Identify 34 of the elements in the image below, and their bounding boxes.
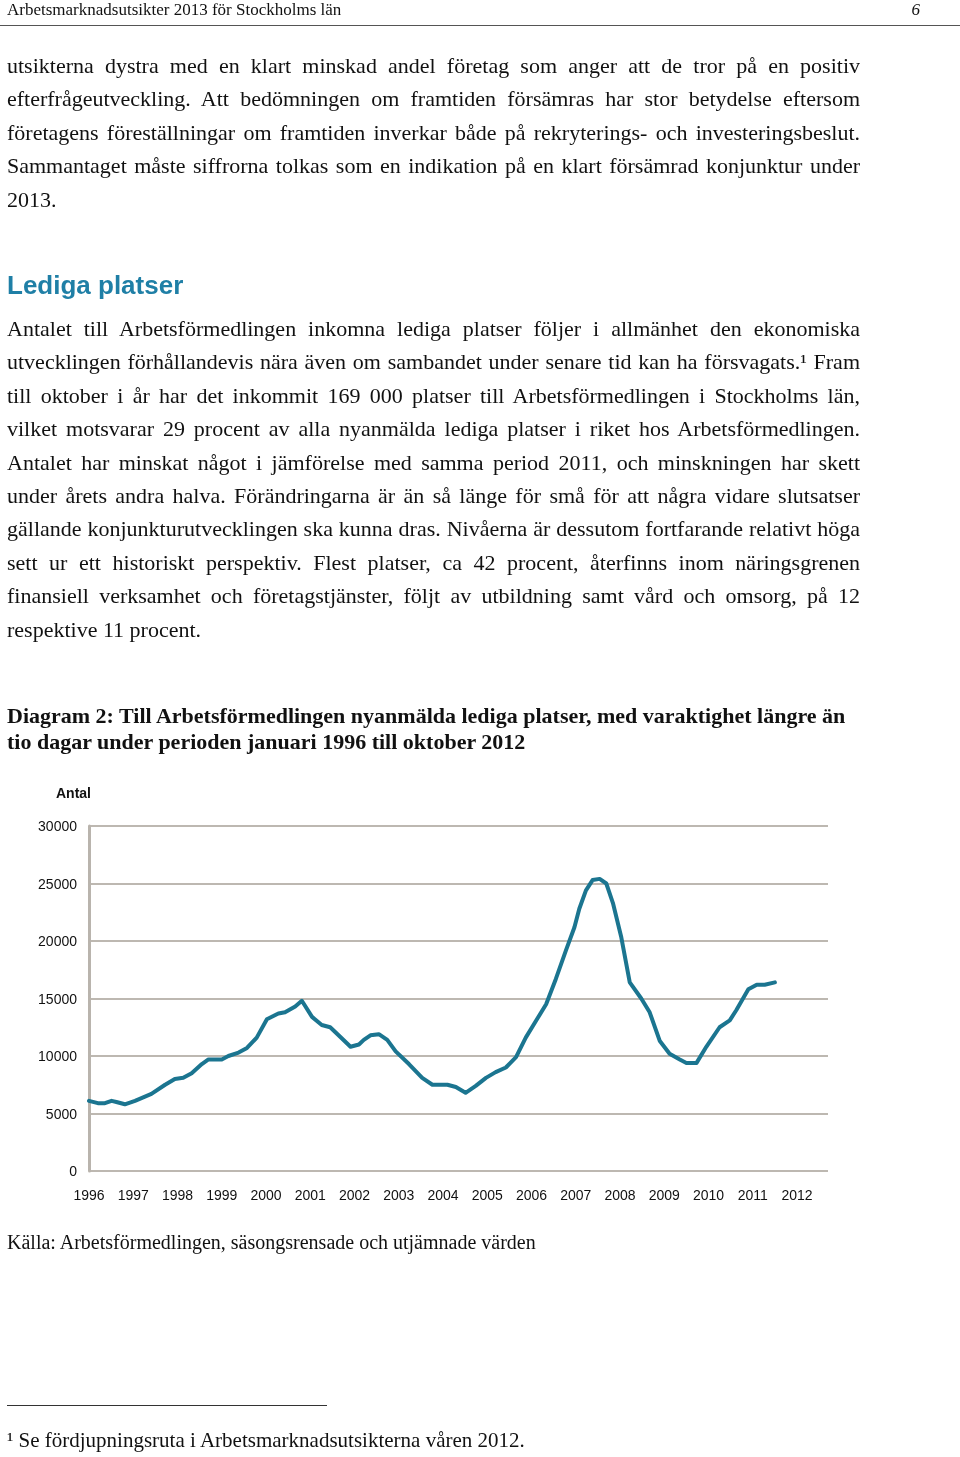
text: Lediga platser [7, 270, 185, 301]
text: Antalet till Arbetsförmedlingen inkomna lediga platser följer i allmänhet den ekonomiska utvecklingen förhållandevis nära även om sambandet under senare tid kan ha försvagats.¹ Fram till oktober i år har det inkommit 169 000 platser till Arbetsförmedlingen i Stockholms län, vilket motsvarar 29 procent av alla nyanmälda lediga platser i riket hos Arbetsförmedlingen. Antalet har minskat något i jämförelse med samma period 2011, och minskningen har skett under årets andra halva. Förändringarna är än så länge för små för att några vidare slutsatser gällande konjunkturutvecklingen ska kunna dras. Nivåerna är dessutom fortfarande relativt höga sett ur ett historiskt perspektiv. Flest platser, ca 42 procent, återfinns inom näringsgrenen finansiell verksamhet och företagstjänster, följt av utbildning samt vård och omsorg, på 12 respektive 11 procent. [7, 316, 860, 642]
x-tick-label: 2006 [515, 1187, 548, 1203]
x-tick-label: 1998 [161, 1187, 194, 1203]
x-tick-label: 2008 [604, 1187, 636, 1203]
x-tick-label: 1999 [206, 1187, 238, 1203]
y-tick-label: 25000 [38, 875, 78, 892]
x-tick-label: 2004 [427, 1187, 459, 1203]
y-tick-label: 30000 [38, 818, 78, 834]
y-tick-label: 15000 [38, 990, 78, 1007]
x-tick-label: 2009 [648, 1187, 681, 1203]
y-axis-title: Antal [56, 785, 91, 801]
x-tick-label: 2012 [781, 1187, 813, 1203]
text: Arbetsmarknadsutsikter 2013 för Stockholms län [7, 0, 343, 20]
x-tick-label: 2010 [692, 1187, 725, 1203]
text: 6 [911, 0, 920, 20]
text: ¹ Se fördjupningsruta i Arbetsmarknadsutsikterna våren 2012. [7, 1428, 526, 1453]
x-tick-label: 2000 [250, 1187, 282, 1203]
text: utsikterna dystra med en klart minskad andel företag som anger att de tror på en positiv efterfrågeutveckling. Att bedömningen om framtiden försämras har stor betydelse eftersom företagens föreställningar om framtiden inverkar både på rekryterings- och investeringsbeslut. Sammantaget måste siffrorna tolkas som en indikation på en klart försämrad konjunktur under 2013. [7, 52, 860, 214]
y-tick-label: 10000 [38, 1048, 78, 1064]
line-series [87, 876, 777, 1107]
x-tick-label: 1996 [73, 1187, 105, 1203]
y-tick-label: 5000 [45, 1105, 78, 1122]
chart-title: Diagram 2: Till Arbetsförmedlingen nyanmälda lediga platser, med varaktighet längre än tio dagar under perioden januari 1996 till oktober 2012 [7, 703, 847, 755]
text: Källa: Arbetsförmedlingen, säsongsrensade och utjämnade värden [7, 1231, 537, 1254]
x-tick-label: 2001 [294, 1187, 327, 1203]
x-tick-label: 1997 [117, 1187, 150, 1203]
x-tick-label: 2005 [471, 1187, 504, 1203]
x-tick-label: 2011 [737, 1187, 769, 1203]
x-tick-label: 2002 [338, 1187, 371, 1203]
y-tick-label: 20000 [38, 933, 78, 949]
y-tick-label: 0 [69, 1163, 78, 1179]
x-tick-label: 2007 [560, 1187, 592, 1203]
x-tick-label: 2003 [383, 1187, 415, 1203]
